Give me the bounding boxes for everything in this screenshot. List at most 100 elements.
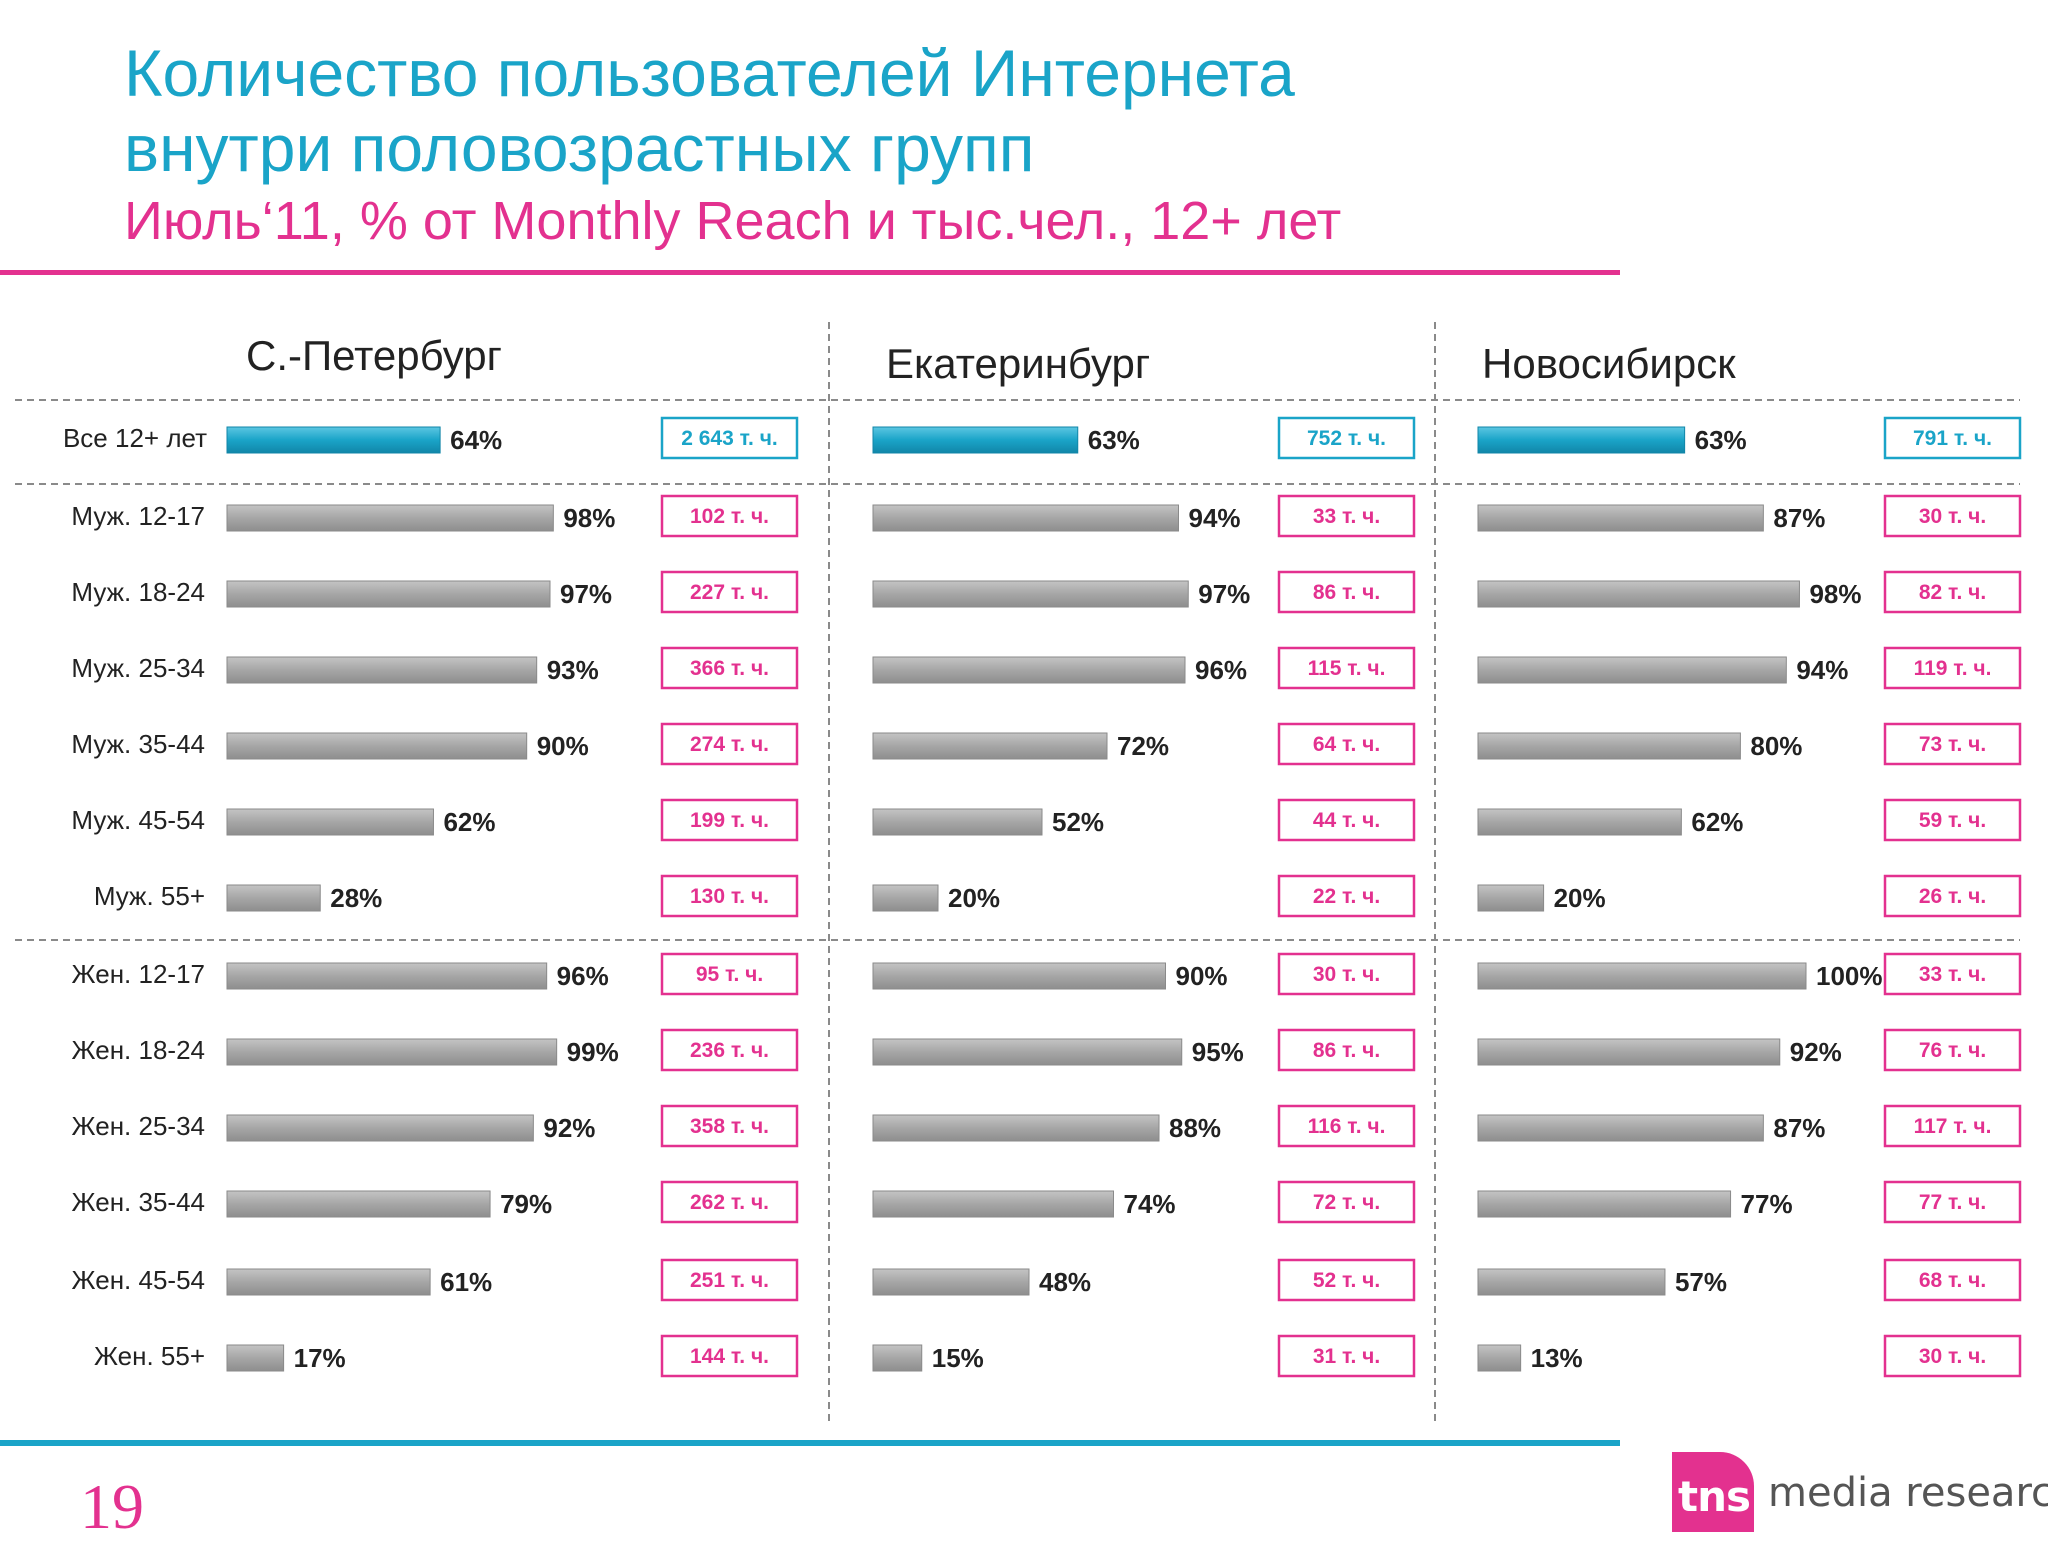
thousands-label: 95 т. ч. <box>696 963 763 986</box>
data-label: 90% <box>537 731 589 761</box>
bar <box>872 1344 923 1372</box>
thousands-label: 115 т. ч. <box>1308 657 1386 680</box>
thousands-label: 102 т. ч. <box>690 505 769 528</box>
thousands-box <box>660 1334 799 1378</box>
data-label: 63% <box>1088 425 1140 455</box>
thousands-label: 64 т. ч. <box>1313 733 1380 756</box>
category-label: Все 12+ лет <box>63 423 207 453</box>
bar <box>226 1190 491 1218</box>
data-label: 92% <box>1790 1037 1842 1067</box>
thousands-label: 86 т. ч. <box>1313 1039 1380 1062</box>
data-label: 61% <box>440 1267 492 1297</box>
thousands-box <box>1883 570 2022 614</box>
header-divider <box>0 270 1620 275</box>
thousands-box <box>1277 874 1416 918</box>
bar <box>226 580 551 608</box>
thousands-box <box>1277 494 1416 538</box>
data-label: 77% <box>1741 1189 1793 1219</box>
bar <box>1477 504 1764 532</box>
bar <box>1477 732 1741 760</box>
bar <box>1477 1344 1522 1372</box>
thousands-label: 82 т. ч. <box>1919 581 1986 604</box>
bar <box>1477 1190 1732 1218</box>
bar <box>872 656 1186 684</box>
data-label: 64% <box>450 425 502 455</box>
logo-mark: tns <box>1672 1452 1754 1532</box>
thousands-box <box>1883 874 2022 918</box>
thousands-label: 31 т. ч. <box>1313 1345 1380 1368</box>
data-label: 97% <box>1198 579 1250 609</box>
thousands-box <box>660 416 799 460</box>
data-label: 72% <box>1117 731 1169 761</box>
thousands-box <box>1883 798 2022 842</box>
thousands-box <box>1277 646 1416 690</box>
bar <box>872 884 939 912</box>
thousands-label: 59 т. ч. <box>1919 809 1986 832</box>
data-label: 20% <box>948 883 1000 913</box>
chart-subtitle: Июль‘11, % от Monthly Reach и тыс.чел., … <box>124 191 1342 251</box>
data-label: 99% <box>567 1037 619 1067</box>
data-label: 63% <box>1695 425 1747 455</box>
thousands-box <box>1277 952 1416 996</box>
data-label: 15% <box>932 1343 984 1373</box>
thousands-box <box>660 952 799 996</box>
bar <box>226 656 538 684</box>
thousands-box <box>1277 570 1416 614</box>
thousands-label: 119 т. ч. <box>1914 657 1992 680</box>
thousands-box <box>660 570 799 614</box>
series-title: Екатеринбург <box>886 340 1150 387</box>
bar <box>1477 656 1787 684</box>
data-label: 52% <box>1052 807 1104 837</box>
thousands-box <box>1277 1334 1416 1378</box>
thousands-label: 117 т. ч. <box>1914 1115 1992 1138</box>
bar <box>1477 580 1800 608</box>
data-label: 62% <box>443 807 495 837</box>
thousands-label: 30 т. ч. <box>1919 1345 1986 1368</box>
thousands-box <box>1883 1028 2022 1072</box>
bar <box>872 1038 1183 1066</box>
data-label: 97% <box>560 579 612 609</box>
thousands-box <box>1277 722 1416 766</box>
thousands-box <box>1883 1258 2022 1302</box>
thousands-label: 144 т. ч. <box>690 1345 769 1368</box>
thousands-box <box>1883 952 2022 996</box>
thousands-label: 251 т. ч. <box>690 1269 769 1292</box>
bar <box>1477 1038 1781 1066</box>
category-label: Жен. 35-44 <box>72 1187 205 1217</box>
chart-title-line-2: внутри половозрастных групп <box>124 111 1035 185</box>
bar <box>1477 1114 1764 1142</box>
data-label: 74% <box>1124 1189 1176 1219</box>
bar <box>872 504 1179 532</box>
thousands-label: 72 т. ч. <box>1313 1191 1380 1214</box>
thousands-label: 116 т. ч. <box>1308 1115 1386 1138</box>
bar <box>872 732 1108 760</box>
thousands-label: 33 т. ч. <box>1919 963 1986 986</box>
thousands-label: 130 т. ч. <box>690 885 769 908</box>
thousands-box <box>660 1104 799 1148</box>
series-title: С.-Петербург <box>246 332 502 379</box>
footer-divider <box>0 1440 1620 1446</box>
thousands-label: 236 т. ч. <box>690 1039 769 1062</box>
category-label: Муж. 35-44 <box>71 729 205 759</box>
thousands-label: 2 643 т. ч. <box>681 427 778 450</box>
bar <box>1477 426 1686 454</box>
data-label: 48% <box>1039 1267 1091 1297</box>
tns-logo: tns media research <box>1672 1446 2048 1532</box>
thousands-box <box>660 646 799 690</box>
thousands-label: 73 т. ч. <box>1919 733 1986 756</box>
thousands-box <box>660 1028 799 1072</box>
data-label: 13% <box>1531 1343 1583 1373</box>
data-label: 93% <box>547 655 599 685</box>
thousands-box <box>660 798 799 842</box>
data-label: 98% <box>1809 579 1861 609</box>
thousands-box <box>1277 1180 1416 1224</box>
series-title: Новосибирск <box>1482 340 1736 387</box>
thousands-label: 30 т. ч. <box>1313 963 1380 986</box>
data-label: 94% <box>1189 503 1241 533</box>
thousands-label: 52 т. ч. <box>1313 1269 1380 1292</box>
thousands-box <box>1883 1334 2022 1378</box>
data-label: 62% <box>1691 807 1743 837</box>
data-label: 57% <box>1675 1267 1727 1297</box>
data-label: 79% <box>500 1189 552 1219</box>
